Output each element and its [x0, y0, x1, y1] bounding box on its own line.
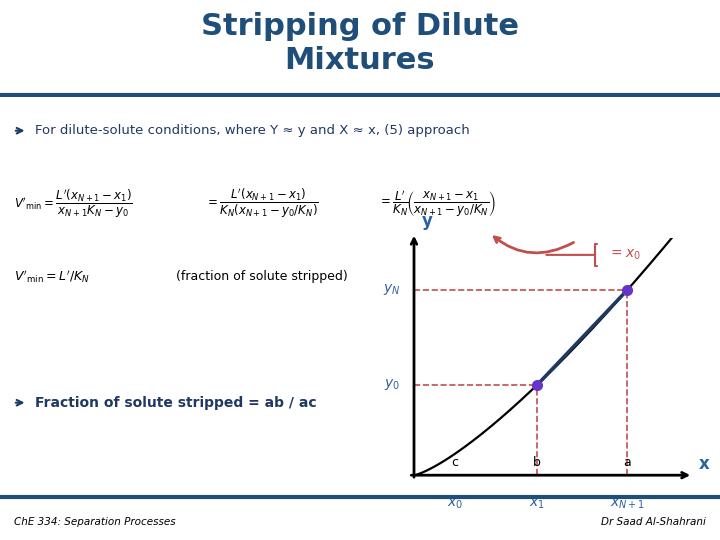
Text: $= \dfrac{L'}{K_N}\!\left(\dfrac{x_{N+1}-x_1}{x_{N+1} - y_0/K_N}\right)$: $= \dfrac{L'}{K_N}\!\left(\dfrac{x_{N+1}…	[378, 188, 496, 219]
Text: Stripping of Dilute
Mixtures: Stripping of Dilute Mixtures	[201, 12, 519, 75]
Text: (fraction of solute stripped): (fraction of solute stripped)	[176, 270, 348, 283]
Text: a: a	[624, 456, 631, 469]
Text: $y_0$: $y_0$	[384, 377, 400, 393]
Text: $y_N$: $y_N$	[383, 282, 400, 298]
Text: b: b	[534, 456, 541, 469]
Text: $V'_{\min} = \dfrac{L'(x_{N+1}-x_1)}{x_{N+1}K_N - y_0}$: $V'_{\min} = \dfrac{L'(x_{N+1}-x_1)}{x_{…	[14, 187, 133, 220]
Text: Dr Saad Al-Shahrani: Dr Saad Al-Shahrani	[600, 517, 706, 526]
Text: $x_0$: $x_0$	[447, 497, 463, 511]
Text: For dilute-solute conditions, where Y ≈ y and X ≈ x, (5) approach: For dilute-solute conditions, where Y ≈ …	[35, 124, 469, 137]
Text: Fraction of solute stripped = ab / ac: Fraction of solute stripped = ab / ac	[35, 396, 316, 410]
Text: $= x_0$: $= x_0$	[608, 248, 641, 262]
Text: $x_{N+1}$: $x_{N+1}$	[610, 497, 645, 511]
Text: x: x	[698, 455, 709, 473]
Text: $V'_{\min} = L'/K_N$: $V'_{\min} = L'/K_N$	[14, 268, 90, 285]
Text: ChE 334: Separation Processes: ChE 334: Separation Processes	[14, 517, 176, 526]
Text: $= \dfrac{L'(x_{N+1}-x_1)}{K_N(x_{N+1} - y_0/K_N)}$: $= \dfrac{L'(x_{N+1}-x_1)}{K_N(x_{N+1} -…	[205, 187, 319, 220]
Text: $x_1$: $x_1$	[529, 497, 545, 511]
Text: c: c	[451, 456, 459, 469]
Text: y: y	[422, 212, 433, 231]
